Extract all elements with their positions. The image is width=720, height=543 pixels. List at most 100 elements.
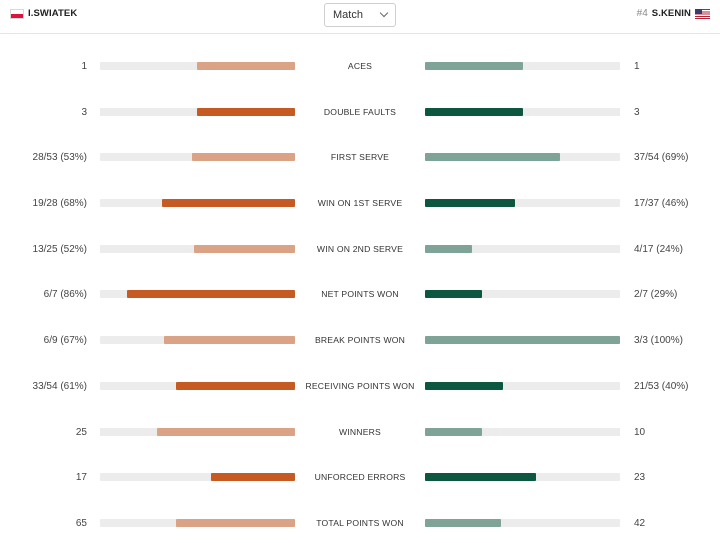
player2-stat-bar-fill: [425, 244, 472, 253]
player1-stat-bar-fill: [127, 290, 295, 299]
player2-stat-value: 2/7 (29%): [634, 289, 678, 301]
stats-table: 1 ACES 1 3 DOUBLE FAULTS 3 28/53 (53%) FIRST SE…: [0, 42, 720, 543]
player2-stat-value: 3: [634, 106, 640, 118]
player1-stat-bar-fill: [164, 336, 295, 345]
stat-label: WIN ON 2ND SERVE: [316, 243, 404, 254]
stat-label: ACES: [347, 61, 373, 71]
chevron-down-icon: [379, 8, 389, 18]
player1-stat-value: 3: [81, 106, 87, 118]
player1-stat-bar-fill: [194, 244, 295, 253]
player1-stat-value: 1: [81, 61, 87, 72]
player1-stat-bar-fill: [176, 381, 295, 390]
stat-label: FIRST SERVE: [330, 152, 390, 163]
player2-stat-bar: [425, 381, 620, 390]
stat-row: 3 DOUBLE FAULTS 3: [0, 88, 720, 134]
player2-stat-bar: [425, 518, 620, 527]
player1-stat-bar: [100, 427, 295, 436]
player1-stat-bar-fill: [211, 473, 295, 482]
stat-label: WIN ON 1ST SERVE: [317, 198, 403, 209]
player2-stat-bar-fill: [425, 473, 536, 482]
player1-stat-bar: [100, 518, 295, 527]
player2-stat-bar: [425, 290, 620, 299]
stat-label: UNFORCED ERRORS: [314, 472, 406, 483]
stat-row: 65 TOTAL POINTS WON 42: [0, 499, 720, 543]
player1-stat-value: 25: [75, 426, 87, 438]
player2-stat-bar: [425, 199, 620, 208]
player1-header: I.SWIATEK: [10, 8, 77, 19]
usa-flag-icon: [695, 8, 710, 19]
player2-stat-bar-fill: [425, 62, 523, 70]
select-value: Match: [333, 9, 363, 21]
player2-stat-value: 37/54 (69%): [634, 152, 689, 164]
player2-stat-bar: [425, 336, 620, 345]
player2-stat-bar: [425, 427, 620, 436]
player1-stat-bar-fill: [197, 107, 295, 116]
player1-stat-value: 6/7 (86%): [43, 289, 87, 301]
player1-stat-bar: [100, 336, 295, 345]
player2-stat-bar-fill: [425, 199, 515, 208]
stat-row: 33/54 (61%) RECEIVING POINTS WON 21/53 (40…: [0, 362, 720, 408]
player1-stat-value: 17: [75, 472, 87, 484]
stat-label: TOTAL POINTS WON: [316, 517, 404, 528]
poland-flag-icon: [10, 8, 24, 19]
player2-stat-bar-fill: [425, 427, 482, 436]
player2-stat-value: 17/37 (46%): [634, 198, 689, 210]
player1-stat-bar: [100, 290, 295, 299]
player1-stat-bar-fill: [192, 153, 295, 162]
stat-row: 13/25 (52%) WIN ON 2ND SERVE 4/17 (24%): [0, 225, 720, 271]
player2-stat-value: 4/17 (24%): [634, 243, 683, 255]
player1-stat-value: 33/54 (61%): [32, 380, 87, 392]
player1-stat-bar-fill: [157, 427, 295, 436]
player2-stat-bar: [425, 153, 620, 162]
player1-stat-bar: [100, 473, 295, 482]
player2-stat-bar-fill: [425, 107, 523, 116]
player1-stat-bar: [100, 381, 295, 390]
player2-stat-value: 21/53 (40%): [634, 380, 689, 392]
stat-row: 28/53 (53%) FIRST SERVE 37/54 (69%): [0, 133, 720, 179]
player2-stat-bar-fill: [425, 153, 560, 162]
stat-row: 1 ACES 1: [0, 42, 720, 88]
player2-stat-value: 1: [634, 61, 640, 72]
player2-stat-value: 10: [634, 426, 646, 438]
stat-label: NET POINTS WON: [321, 289, 399, 300]
player1-stat-bar: [100, 62, 295, 70]
player2-stat-bar-fill: [425, 336, 620, 345]
player2-stat-bar: [425, 244, 620, 253]
player2-header: #4 S.KENIN: [637, 8, 710, 19]
stat-row: 6/7 (86%) NET POINTS WON 2/7 (29%): [0, 270, 720, 316]
player1-stat-value: 65: [75, 517, 87, 529]
player1-stat-bar: [100, 107, 295, 116]
player2-stat-bar-fill: [425, 518, 501, 527]
player1-stat-bar: [100, 244, 295, 253]
player1-name: I.SWIATEK: [28, 8, 78, 19]
player1-stat-bar-fill: [176, 518, 295, 527]
player1-stat-value: 19/28 (68%): [32, 198, 87, 210]
stat-label: DOUBLE FAULTS: [323, 106, 397, 117]
player1-stat-bar-fill: [162, 199, 295, 208]
player2-stat-value: 3/3 (100%): [634, 335, 683, 347]
stat-label: RECEIVING POINTS WON: [305, 380, 415, 391]
player2-stat-bar: [425, 473, 620, 482]
stat-row: 6/9 (67%) BREAK POINTS WON 3/3 (100%): [0, 316, 720, 362]
player1-stat-value: 6/9 (67%): [43, 335, 87, 347]
stat-row: 25 WINNERS 10: [0, 408, 720, 454]
player2-stat-value: 23: [634, 472, 646, 484]
player2-seed: #4: [636, 8, 648, 19]
match-header: I.SWIATEK Match #4 S.KENIN: [0, 0, 720, 34]
player2-stat-bar: [425, 107, 620, 116]
player1-stat-bar: [100, 153, 295, 162]
stat-row: 17 UNFORCED ERRORS 23: [0, 453, 720, 499]
stat-label: WINNERS: [339, 426, 381, 437]
player1-stat-bar: [100, 199, 295, 208]
match-set-select[interactable]: Match: [324, 3, 396, 27]
player2-stat-bar-fill: [425, 290, 482, 299]
player2-stat-value: 42: [634, 517, 646, 529]
player2-stat-bar: [425, 62, 620, 70]
player2-name: S.KENIN: [651, 8, 691, 19]
player2-stat-bar-fill: [425, 381, 503, 390]
player1-stat-value: 13/25 (52%): [32, 243, 87, 255]
stat-row: 19/28 (68%) WIN ON 1ST SERVE 17/37 (46%): [0, 179, 720, 225]
stat-label: BREAK POINTS WON: [314, 335, 406, 346]
player1-stat-value: 28/53 (53%): [32, 152, 87, 164]
player1-stat-bar-fill: [197, 62, 295, 70]
